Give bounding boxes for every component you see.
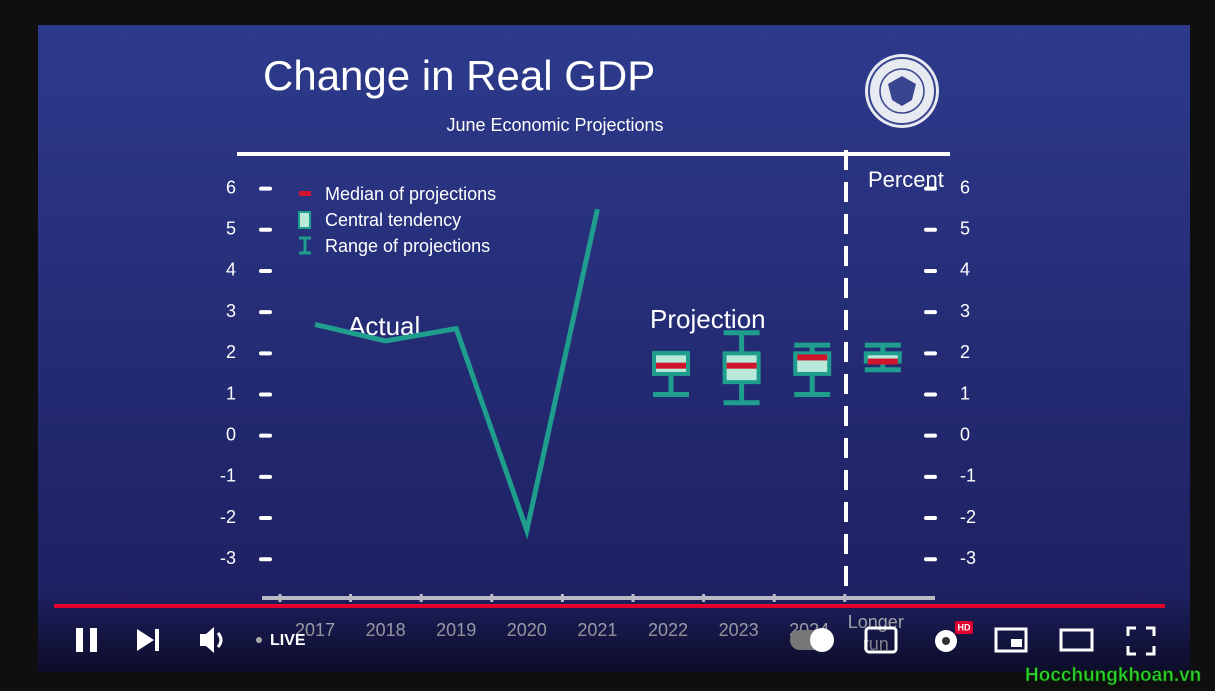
legend-label: Median of projections — [325, 184, 496, 204]
legend-label: Range of projections — [325, 236, 490, 256]
x-tick-label: 2020 — [506, 620, 547, 640]
legend-label: Central tendency — [325, 210, 461, 230]
y-tick-label: 1 — [226, 383, 236, 403]
actual-line — [314, 208, 600, 540]
y-tick-label: -1 — [220, 466, 236, 486]
chart-title: Change in Real GDP — [263, 52, 655, 99]
x-tick-label: 2018 — [365, 620, 406, 640]
median — [726, 362, 757, 369]
legend-swatch — [298, 211, 311, 229]
x-tick-label: 2019 — [436, 620, 477, 640]
x-tick-label: 2023 — [718, 620, 759, 640]
median — [656, 362, 686, 369]
y-tick-label: 2 — [226, 342, 236, 362]
y-tick-label: 4 — [960, 260, 970, 280]
y-tick-label: 5 — [960, 219, 970, 239]
x-tick-label: 2024 — [789, 620, 830, 640]
legend-swatch — [299, 191, 311, 196]
y-tick-label: -2 — [960, 507, 976, 527]
y-tick-label: -3 — [960, 548, 976, 568]
x-tick-label: 2021 — [577, 620, 618, 640]
legend-swatch — [299, 236, 311, 255]
y-tick-label: 0 — [960, 424, 970, 444]
annotation: Projection — [650, 304, 766, 334]
y-tick-label: -1 — [960, 466, 976, 486]
y-tick-label: -3 — [220, 548, 236, 568]
y-tick-label: 4 — [226, 260, 236, 280]
x-tick-label: Longer run — [847, 612, 904, 654]
y-tick-label: -2 — [220, 507, 236, 527]
y-tick-label: 3 — [960, 301, 970, 321]
y-tick-label: 6 — [960, 177, 970, 197]
y-tick-label: 0 — [226, 424, 236, 444]
x-tick-label: 2017 — [294, 620, 336, 640]
y-tick-label: 6 — [226, 177, 236, 197]
video-frame — [38, 25, 1190, 672]
legend: Median of projections Central tendency R… — [298, 184, 496, 256]
y-tick-label: 5 — [226, 219, 236, 239]
median — [867, 358, 898, 365]
x-tick-label: 2022 — [647, 620, 689, 640]
median — [797, 354, 828, 361]
y-tick-label: 2 — [960, 342, 970, 362]
chart-subtitle: June Economic Projections — [446, 115, 663, 135]
seal — [865, 54, 939, 128]
y-tick-label: 3 — [226, 301, 236, 321]
y-tick-label: 1 — [960, 383, 970, 403]
